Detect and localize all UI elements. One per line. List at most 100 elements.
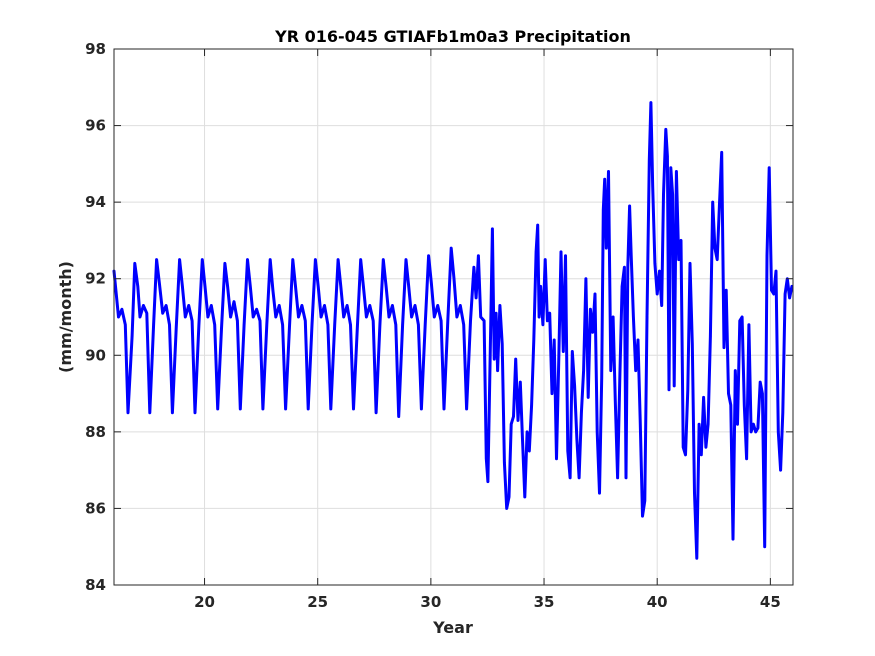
data-point	[193, 411, 197, 414]
data-point	[645, 315, 649, 319]
data-point	[643, 499, 646, 502]
data-point	[752, 423, 755, 426]
data-point	[462, 323, 465, 326]
data-point	[639, 419, 642, 422]
data-point	[532, 338, 535, 342]
data-point	[486, 480, 490, 483]
data-point	[738, 319, 741, 322]
data-point	[510, 423, 513, 426]
data-point	[671, 193, 674, 196]
x-axis-label: Year	[432, 618, 473, 637]
plot-area	[114, 49, 793, 585]
data-point	[410, 315, 413, 319]
data-point	[516, 419, 520, 422]
data-point	[314, 258, 317, 261]
data-point	[695, 557, 698, 560]
data-point	[155, 258, 158, 261]
y-tick-label: 96	[85, 117, 106, 135]
data-point	[514, 357, 517, 361]
data-point	[117, 315, 120, 319]
data-point	[356, 327, 359, 330]
data-point	[649, 101, 653, 104]
data-point	[265, 323, 268, 326]
data-point	[124, 323, 127, 326]
data-point	[598, 491, 601, 495]
data-point	[521, 438, 524, 441]
y-tick-label: 86	[85, 499, 106, 517]
x-tick-label: 45	[760, 593, 781, 611]
data-point	[120, 308, 124, 311]
data-point	[582, 369, 585, 372]
data-point	[626, 266, 629, 269]
data-point	[427, 254, 430, 257]
data-point	[274, 315, 277, 319]
data-point	[729, 403, 732, 407]
data-point	[378, 323, 382, 326]
axes-frame	[113, 48, 794, 586]
data-point	[772, 292, 775, 296]
data-point	[630, 254, 633, 257]
data-point	[709, 334, 712, 338]
data-point	[667, 388, 671, 391]
data-point	[297, 315, 300, 319]
data-point	[374, 411, 378, 414]
data-point	[223, 262, 227, 265]
data-point	[181, 285, 184, 288]
data-point	[564, 254, 567, 257]
data-point	[145, 312, 148, 315]
data-point	[201, 258, 204, 261]
data-point	[731, 537, 735, 541]
data-point	[623, 266, 626, 269]
data-point	[534, 250, 538, 254]
data-point	[555, 457, 558, 460]
data-point	[559, 250, 563, 254]
data-point	[249, 285, 252, 288]
data-point	[759, 380, 762, 384]
data-point	[329, 407, 332, 411]
data-point	[349, 323, 352, 326]
data-point	[675, 170, 678, 173]
y-tick-label: 94	[85, 193, 106, 211]
data-point	[479, 315, 482, 319]
data-point	[553, 338, 556, 342]
data-point	[168, 323, 171, 326]
data-point	[566, 449, 569, 453]
data-point	[584, 277, 588, 280]
data-point	[589, 308, 592, 311]
data-point	[226, 285, 229, 288]
data-point	[288, 327, 291, 330]
data-point	[624, 476, 628, 479]
data-point	[362, 285, 365, 288]
y-tick-label: 88	[85, 423, 106, 441]
data-point	[632, 315, 635, 319]
data-point	[352, 407, 355, 411]
data-point	[387, 315, 391, 319]
data-point	[294, 285, 297, 288]
data-point	[768, 166, 771, 169]
data-point	[368, 304, 371, 307]
data-point	[133, 262, 136, 265]
data-point	[557, 361, 560, 365]
data-point	[602, 208, 605, 211]
data-point	[229, 315, 232, 319]
data-point	[611, 315, 615, 319]
data-point	[745, 457, 748, 460]
data-point	[310, 323, 314, 326]
data-point	[669, 166, 672, 169]
data-point	[704, 446, 708, 449]
data-point	[187, 304, 190, 307]
data-point	[397, 415, 400, 418]
data-point	[203, 285, 207, 288]
series-layer	[112, 101, 794, 560]
data-point	[384, 285, 388, 288]
data-point	[713, 246, 717, 250]
data-point	[242, 323, 246, 326]
data-point	[700, 453, 703, 456]
data-point	[781, 411, 784, 414]
data-point	[175, 327, 178, 330]
data-point	[688, 262, 692, 265]
data-point	[477, 254, 480, 257]
data-point	[662, 193, 665, 196]
data-point	[596, 430, 599, 434]
data-point	[281, 323, 284, 326]
